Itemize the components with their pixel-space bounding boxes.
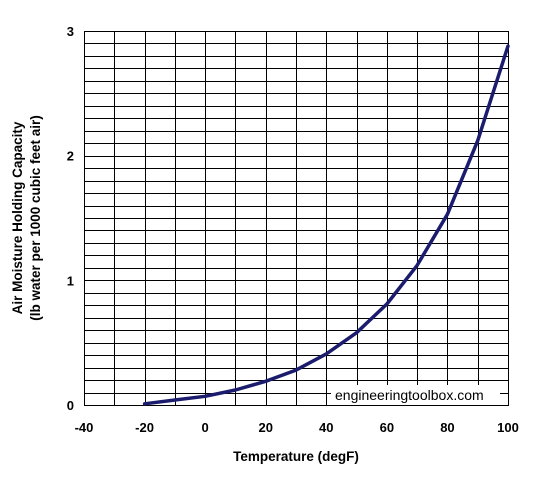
watermark-text: engineeringtoolbox.com bbox=[335, 387, 484, 403]
grid bbox=[84, 31, 509, 406]
y-axis-title-line1: Air Moisture Holding Capacity bbox=[10, 121, 25, 314]
tick-labels: -40 -20 0 20 40 60 80 100 0 1 2 3 bbox=[67, 24, 519, 435]
x-tick-label: -20 bbox=[135, 420, 154, 435]
watermark-background bbox=[331, 385, 500, 405]
y-tick-label: 2 bbox=[67, 149, 74, 164]
series-line bbox=[142, 44, 510, 406]
y-axis-title-line2: (lb water per 1000 cubic feet air) bbox=[28, 115, 43, 321]
x-tick-label: 80 bbox=[440, 420, 454, 435]
x-tick-label: -40 bbox=[75, 420, 94, 435]
y-tick-label: 3 bbox=[67, 24, 74, 39]
y-tick-label: 1 bbox=[67, 273, 74, 288]
annotation-group: engineeringtoolbox.com bbox=[331, 385, 500, 405]
x-tick-label: 40 bbox=[319, 420, 333, 435]
x-tick-label: 100 bbox=[497, 420, 519, 435]
x-tick-label: 60 bbox=[380, 420, 394, 435]
plot-border bbox=[84, 31, 509, 406]
axis-titles: Temperature (degF) Air Moisture Holding … bbox=[10, 115, 359, 464]
x-axis-title: Temperature (degF) bbox=[233, 449, 359, 464]
x-tick-label: 20 bbox=[258, 420, 272, 435]
y-tick-label: 0 bbox=[67, 398, 74, 413]
x-tick-label: 0 bbox=[202, 420, 209, 435]
series-line-group bbox=[142, 44, 510, 406]
